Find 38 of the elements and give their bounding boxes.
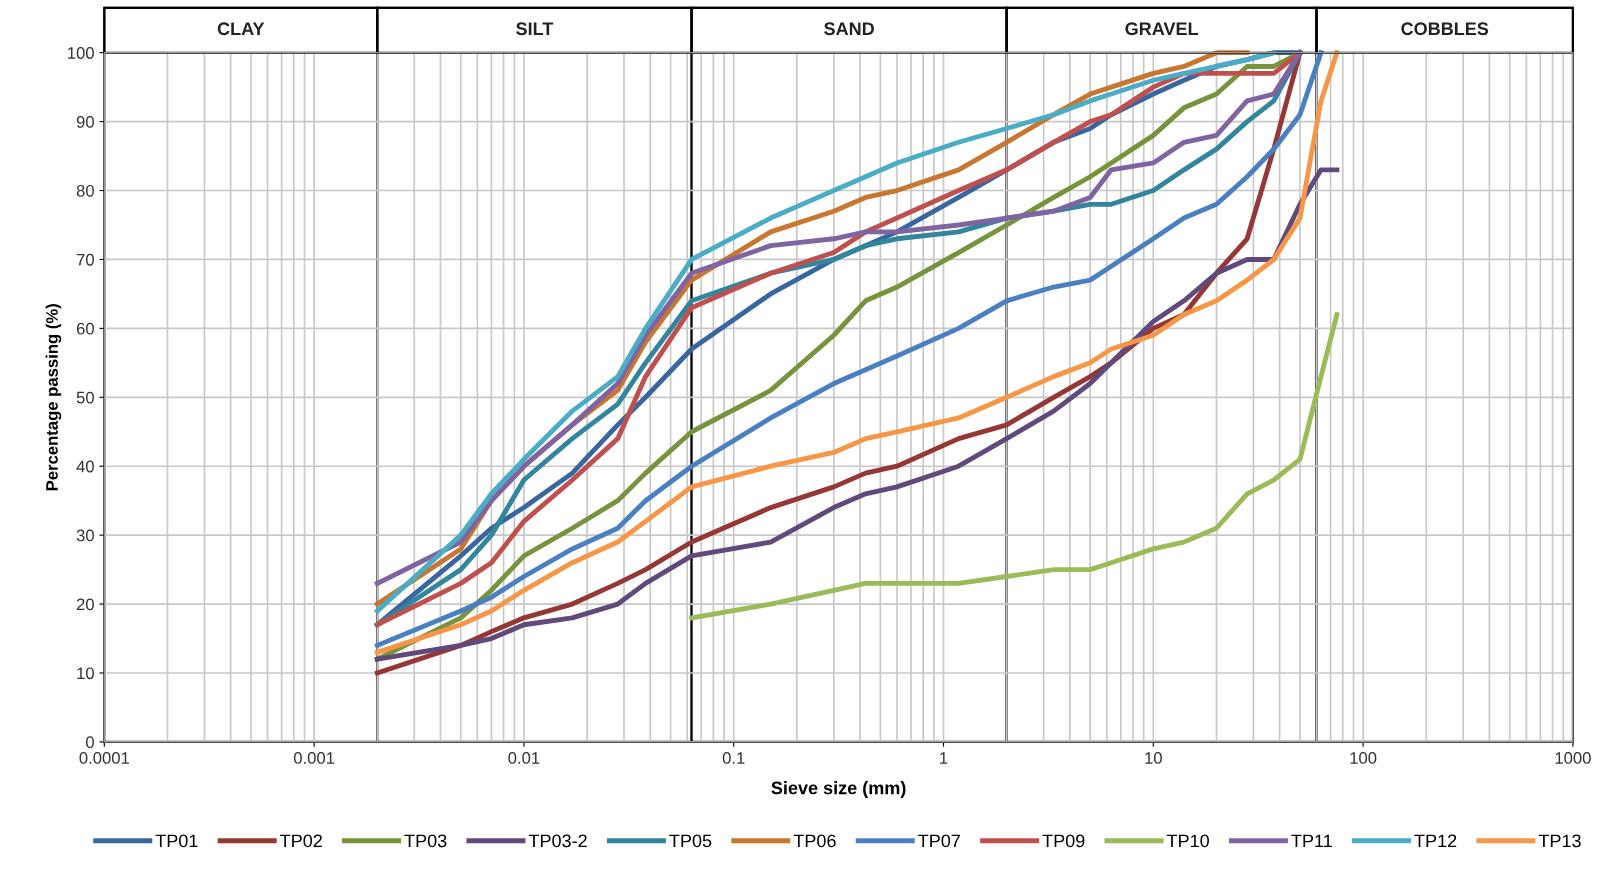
legend-label: TP11 [1291,834,1332,848]
x-tick-label: 0.01 [508,752,540,764]
y-tick-label: 0 [85,736,94,749]
x-tick-label: 100 [1350,752,1377,764]
x-axis-title: Sieve size (mm) [771,781,906,798]
y-tick-label: 100 [68,47,94,59]
legend-label: TP10 [1166,834,1209,848]
legend-label: TP06 [793,834,836,848]
legend-label: TP03 [404,834,447,848]
band-label: COBBLES [1401,22,1489,36]
legend-label: TP12 [1414,834,1457,848]
legend-label: TP05 [669,834,712,848]
band-label: SAND [824,22,874,36]
x-tick-label: 1 [940,752,948,764]
band-label: CLAY [217,22,265,36]
legend-label: TP13 [1538,834,1581,848]
y-tick-label: 40 [76,460,94,473]
y-tick-label: 80 [76,184,94,197]
y-tick-label: 90 [76,116,94,128]
y-axis-title: Percentage passing (%) [45,304,62,491]
legend-label: TP03-2 [528,834,587,848]
y-tick-label: 20 [76,598,94,611]
y-tick-label: 70 [76,253,94,266]
band-label: GRAVEL [1125,22,1199,36]
legend-label: TP02 [280,834,322,848]
y-tick-label: 60 [76,322,94,335]
x-tick-label: 10 [1145,752,1162,764]
legend-label: TP09 [1042,834,1085,848]
legend-label: TP07 [918,834,960,848]
y-tick-label: 30 [76,529,94,542]
x-tick-label: 0.0001 [79,752,129,764]
y-tick-label: 10 [77,667,94,680]
x-tick-label: 1000 [1555,752,1591,764]
y-tick-label: 50 [76,391,94,404]
band-label: SILT [516,22,554,36]
x-tick-label: 0.001 [293,752,335,764]
x-tick-label: 0.1 [722,752,745,764]
legend-label: TP01 [155,834,198,848]
